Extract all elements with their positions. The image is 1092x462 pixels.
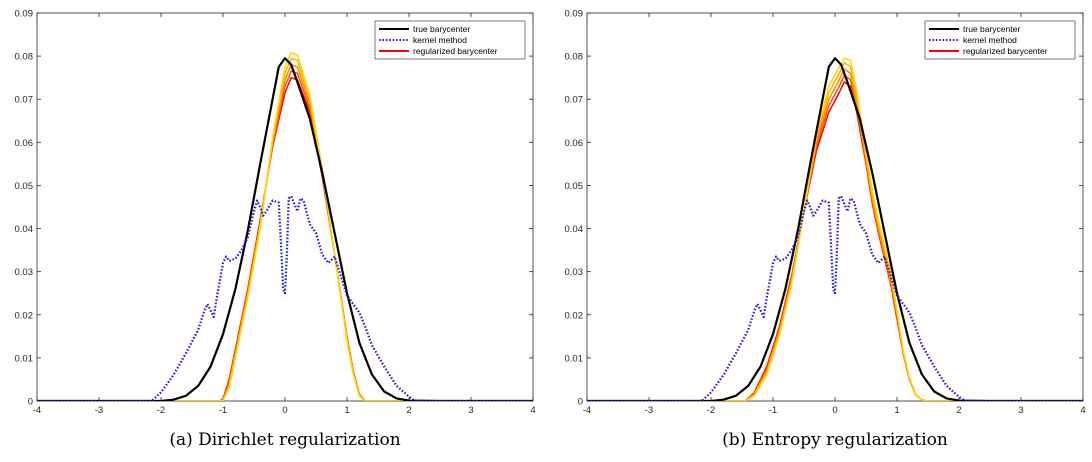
series-group xyxy=(587,57,1083,401)
y-tick-label: 0 xyxy=(578,397,583,408)
x-tick-label: 0 xyxy=(282,405,287,416)
plot-area xyxy=(586,12,1084,402)
series-true-barycenter xyxy=(37,57,533,401)
y-tick-label: 0 xyxy=(28,397,33,408)
x-tick-label: -1 xyxy=(769,405,777,416)
x-tick-label: -3 xyxy=(645,405,653,416)
y-tick-label: 0.06 xyxy=(565,138,584,149)
x-tick-label: 4 xyxy=(530,405,535,416)
y-tick-label: 0.08 xyxy=(565,52,584,63)
y-tick-label: 0.05 xyxy=(565,181,584,192)
y-tick-label: 0.02 xyxy=(15,310,34,321)
x-tick-label: -1 xyxy=(219,405,227,416)
figure-caption: (b) Entropy regularization xyxy=(722,430,948,450)
legend-label: kernel method xyxy=(963,35,1017,45)
x-tick-label: 2 xyxy=(956,405,961,416)
plot-area xyxy=(36,12,534,402)
y-tick-label: 0.07 xyxy=(15,95,34,106)
x-tick-label: -4 xyxy=(33,405,41,416)
series-true-barycenter xyxy=(587,57,1083,401)
figure-caption: (a) Dirichlet regularization xyxy=(169,430,400,450)
x-tick-label: 1 xyxy=(894,405,899,416)
x-tick-label: 0 xyxy=(832,405,837,416)
y-tick-label: 0.01 xyxy=(565,353,584,364)
legend-label: true barycenter xyxy=(413,24,470,34)
y-tick-label: 0.02 xyxy=(565,310,584,321)
y-tick-label: 0.01 xyxy=(15,353,34,364)
y-tick-label: 0.03 xyxy=(565,267,584,278)
series-group xyxy=(37,51,533,401)
legend-label: regularized barycenter xyxy=(413,46,498,56)
legend-label: regularized barycenter xyxy=(963,46,1048,56)
x-tick-label: 1 xyxy=(344,405,349,416)
y-tick-label: 0.03 xyxy=(15,267,34,278)
y-tick-label: 0.07 xyxy=(565,95,584,106)
x-tick-label: 4 xyxy=(1080,405,1085,416)
series-regularized-barycenter xyxy=(37,51,533,401)
legend-label: true barycenter xyxy=(963,24,1020,34)
y-tick-label: 0.04 xyxy=(15,224,34,235)
x-tick-label: 3 xyxy=(1018,405,1023,416)
x-tick-label: 2 xyxy=(406,405,411,416)
y-tick-label: 0.05 xyxy=(15,181,34,192)
y-tick-label: 0.09 xyxy=(565,9,584,20)
panel-entropy: -4 -3 -2 -1 0 1 2 3 4 0 0.01 0.02 0.03 0.04 0.05 0.06 0.… xyxy=(565,9,1086,451)
y-tick-label: 0.09 xyxy=(15,9,34,20)
x-tick-label: -2 xyxy=(707,405,715,416)
y-tick-label: 0.06 xyxy=(15,138,34,149)
y-tick-label: 0.04 xyxy=(565,224,584,235)
x-tick-label: -2 xyxy=(157,405,165,416)
series-kernel-method xyxy=(37,195,533,401)
series-kernel-method xyxy=(587,195,1083,401)
legend-label: kernel method xyxy=(413,35,467,45)
x-tick-label: 3 xyxy=(468,405,473,416)
x-tick-label: -4 xyxy=(583,405,591,416)
x-tick-label: -3 xyxy=(95,405,103,416)
series-regularized-barycenter xyxy=(587,57,1083,401)
y-tick-label: 0.08 xyxy=(15,52,34,63)
panel-dirichlet: -4 -3 -2 -1 0 1 2 3 4 0 0.01 0.02 0.03 0.04 0.05 0.06 0.… xyxy=(15,9,536,451)
